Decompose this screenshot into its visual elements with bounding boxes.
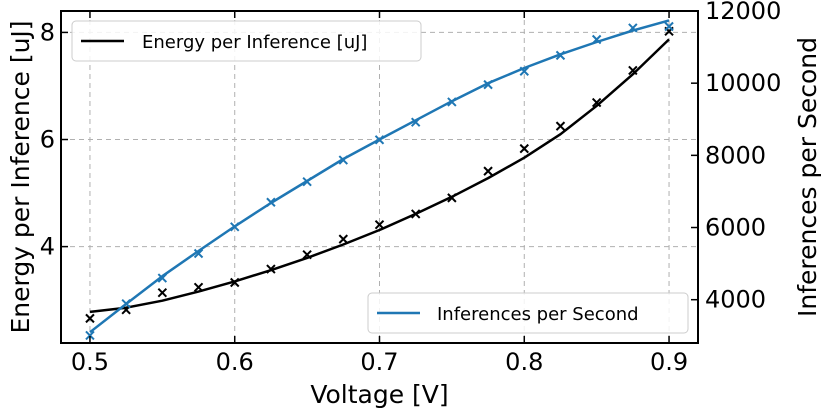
throughput-data-point [374, 135, 385, 145]
throughput-data-point [483, 79, 493, 90]
legend-throughput: Inferences per Second [367, 292, 689, 334]
energy-data-point [157, 287, 168, 298]
throughput-data-point [664, 21, 674, 32]
legend-throughput-label: Inferences per Second [437, 304, 639, 325]
left-y-axis-label: Energy per Inference [uJ] [6, 20, 35, 333]
energy-data-point [555, 121, 566, 131]
throughput-data-point [85, 330, 95, 341]
energy-data-point [302, 249, 312, 260]
throughput-data-point [157, 273, 168, 283]
energy-data-point [410, 209, 421, 219]
x-axis-label: Voltage [V] [310, 380, 448, 409]
energy-data-point [374, 219, 385, 230]
energy-data-point [266, 264, 276, 274]
throughput-data-point [410, 117, 421, 127]
right-y-tick-label: 12000 [705, 0, 781, 25]
legend-energy-label: Energy per Inference [uJ] [142, 32, 367, 53]
left-y-tick-label: 6 [40, 126, 55, 154]
energy-data-point [230, 277, 240, 288]
energy-data-point [193, 282, 204, 293]
x-tick-label: 0.6 [216, 348, 254, 376]
legend-throughput-box [367, 292, 689, 334]
legend-energy-box [71, 20, 422, 62]
throughput-data-point [591, 34, 602, 45]
energy-data-point [85, 313, 95, 324]
energy-data-point [338, 234, 349, 244]
energy-data-point [447, 193, 457, 203]
energy-data-point [628, 65, 638, 76]
right-y-tick-label: 10000 [705, 69, 781, 97]
right-y-tick-label: 8000 [705, 141, 766, 169]
throughput-data-point [555, 50, 566, 61]
throughput-data-point [447, 97, 457, 107]
energy-data-point [519, 143, 529, 154]
throughput-data-point [230, 222, 240, 232]
series-layer [85, 19, 674, 341]
energy-fit-line [89, 38, 670, 314]
x-tick-label: 0.7 [360, 348, 398, 376]
throughput-data-point [121, 298, 131, 309]
throughput-data-point [266, 197, 276, 207]
x-tick-label: 0.8 [505, 348, 543, 376]
right-y-axis-label: Inferences per Second [793, 37, 822, 317]
legend-energy: Energy per Inference [uJ] [71, 20, 422, 62]
throughput-data-point [302, 176, 312, 187]
throughput-data-point [193, 248, 204, 259]
axis-ticks: 0.5 0.6 0.7 0.8 0.9 4 6 8 4000 6000 8000 10000 12000 [40, 0, 782, 376]
left-y-tick-label: 8 [40, 18, 55, 46]
left-y-tick-label: 4 [40, 233, 55, 261]
right-y-tick-label: 6000 [705, 214, 766, 242]
throughput-data-point [519, 66, 529, 76]
throughput-data-point [338, 155, 349, 165]
throughput-data-point [628, 23, 638, 33]
x-tick-label: 0.9 [650, 348, 688, 376]
energy-data-point [483, 166, 493, 176]
x-tick-label: 0.5 [71, 348, 109, 376]
energy-data-point [591, 97, 602, 108]
right-y-tick-label: 4000 [705, 286, 766, 314]
